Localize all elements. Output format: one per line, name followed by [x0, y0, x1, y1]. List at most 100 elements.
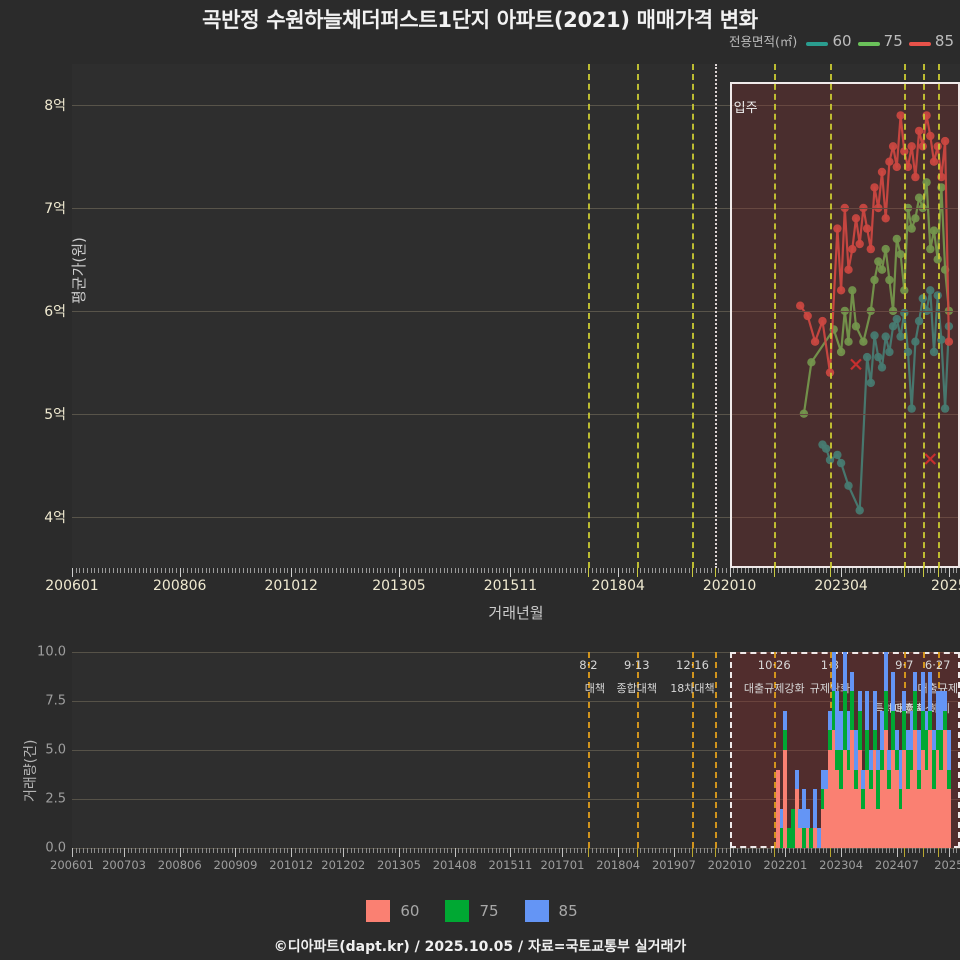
volume-x-minor-tick	[803, 848, 805, 853]
price-y-tick: 4억	[44, 509, 66, 526]
volume-event-label: 규제완화	[809, 682, 851, 695]
price-x-minor-tick	[417, 568, 419, 573]
price-x-major-tick	[291, 568, 293, 577]
volume-x-minor-tick	[759, 848, 761, 853]
volume-x-minor-tick	[469, 848, 471, 853]
price-point-85	[877, 167, 887, 177]
price-x-minor-tick	[956, 568, 958, 573]
price-x-minor-tick	[473, 568, 475, 573]
volume-bar-60	[879, 769, 884, 848]
volume-x-minor-tick	[603, 848, 605, 853]
volume-x-minor-tick	[146, 848, 148, 853]
price-x-minor-tick	[547, 568, 549, 573]
legend-label-85: 85	[934, 31, 954, 50]
volume-x-minor-tick	[919, 848, 921, 853]
price-x-minor-tick	[677, 568, 679, 573]
volume-bar-85	[928, 671, 933, 711]
price-x-minor-tick	[384, 568, 386, 573]
price-x-minor-tick	[395, 568, 397, 573]
volume-bar-85	[850, 671, 855, 692]
price-point-75	[881, 244, 890, 254]
price-x-minor-tick	[124, 568, 126, 573]
volume-x-minor-tick	[551, 848, 553, 853]
price-x-minor-tick	[161, 568, 163, 573]
price-x-minor-tick	[647, 568, 649, 573]
volume-x-minor-tick	[302, 848, 304, 853]
price-point-85	[844, 265, 853, 274]
price-x-minor-tick	[525, 568, 527, 573]
price-x-minor-tick	[480, 568, 482, 573]
footer-credit: ©디아파트(dapt.kr) / 2025.10.05 / 자료=국토교통부 실…	[273, 939, 687, 955]
volume-bar-75	[898, 789, 903, 809]
volume-bar-85	[931, 730, 936, 750]
volume-x-minor-tick	[335, 848, 337, 853]
volume-x-minor-tick	[309, 848, 311, 853]
price-point-85	[810, 337, 820, 346]
price-x-minor-tick	[257, 568, 259, 573]
volume-x-minor-tick	[796, 848, 798, 853]
volume-bar-60	[894, 769, 899, 848]
volume-gridline	[72, 848, 960, 849]
volume-bar-85	[798, 808, 803, 829]
volume-x-minor-tick	[744, 848, 746, 853]
volume-x-minor-tick	[915, 848, 917, 853]
price-x-minor-tick	[294, 568, 296, 573]
price-x-minor-tick	[673, 568, 675, 573]
price-x-minor-tick	[711, 568, 713, 573]
price-x-minor-tick	[881, 568, 883, 573]
volume-x-minor-tick	[372, 848, 374, 853]
volume-event-tick	[937, 848, 939, 857]
price-x-minor-tick	[176, 568, 178, 573]
volume-x-minor-tick	[818, 848, 820, 853]
volume-event-date: 12·16	[676, 658, 709, 672]
volume-event-date: 1·3	[820, 658, 840, 672]
price-point-75	[859, 337, 868, 346]
volume-x-minor-tick	[450, 848, 452, 853]
price-point-60	[870, 331, 879, 340]
volume-x-minor-tick	[135, 848, 137, 853]
volume-bar-60	[850, 730, 855, 848]
volume-x-minor-tick	[733, 848, 735, 853]
price-x-minor-tick	[387, 568, 389, 573]
price-x-minor-tick	[246, 568, 248, 573]
price-x-minor-tick	[867, 568, 869, 573]
volume-bar-85	[905, 730, 910, 750]
volume-x-minor-tick	[157, 848, 159, 853]
price-x-minor-tick	[488, 568, 490, 573]
price-x-minor-tick	[952, 568, 954, 573]
price-point-85	[892, 162, 901, 172]
price-x-minor-tick	[469, 568, 471, 573]
price-x-minor-tick	[499, 568, 501, 573]
volume-x-minor-tick	[666, 848, 668, 853]
legend-label-75: 75	[883, 31, 903, 50]
price-x-minor-tick	[187, 568, 189, 573]
price-x-minor-tick	[372, 568, 374, 573]
volume-x-minor-tick	[480, 848, 482, 853]
volume-x-minor-tick	[926, 848, 928, 853]
price-x-minor-tick	[792, 568, 794, 573]
price-x-minor-tick	[309, 568, 311, 573]
volume-x-major-tick	[291, 848, 293, 857]
volume-x-minor-tick	[153, 848, 155, 853]
volume-x-minor-tick	[86, 848, 88, 853]
price-x-minor-tick	[833, 568, 835, 573]
price-event-tick	[692, 568, 694, 577]
volume-bar-85	[887, 750, 892, 770]
price-x-minor-tick	[800, 568, 802, 573]
volume-bar-75	[917, 769, 922, 790]
volume-bar-60	[909, 769, 914, 848]
volume-x-minor-tick	[109, 848, 111, 853]
volume-x-minor-tick	[907, 848, 909, 853]
price-x-minor-tick	[621, 568, 623, 573]
volume-bar-75	[891, 710, 896, 750]
volume-x-minor-tick	[376, 848, 378, 853]
price-event-line	[937, 64, 940, 568]
volume-x-tick-label: 200703	[102, 858, 146, 872]
price-x-minor-tick	[150, 568, 152, 573]
volume-x-minor-tick	[696, 848, 698, 853]
volume-x-minor-tick	[384, 848, 386, 853]
price-x-major-tick	[948, 568, 950, 577]
volume-bar-85	[846, 710, 851, 750]
legend-swatch-75	[857, 42, 880, 46]
price-x-minor-tick	[157, 568, 159, 573]
